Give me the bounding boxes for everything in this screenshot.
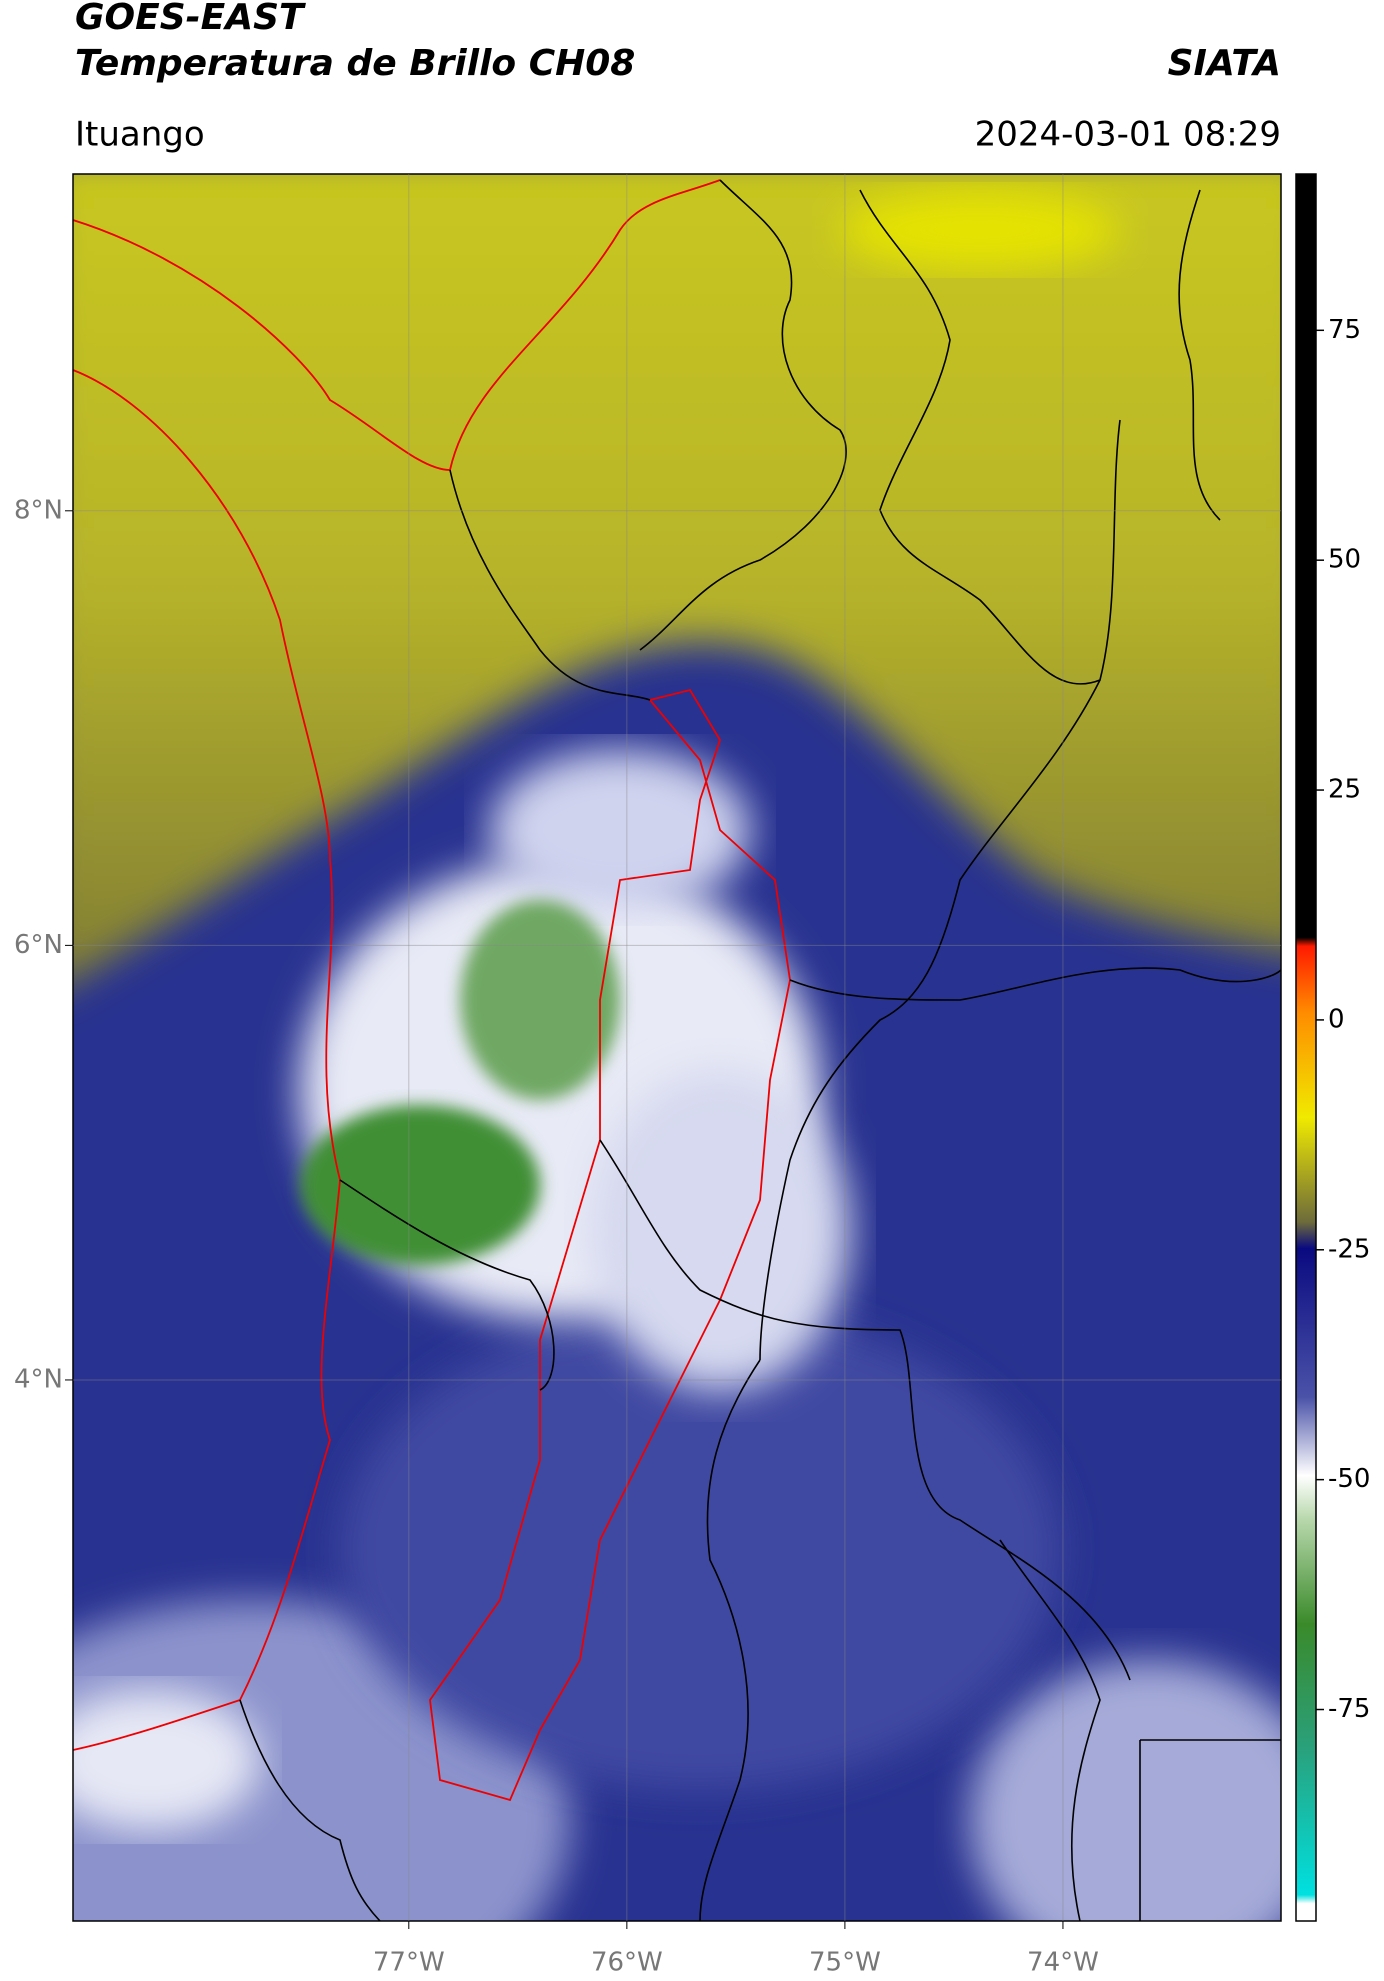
colorbar-tick-label: 0 [1328, 1004, 1345, 1034]
colorbar-tick-label: -50 [1328, 1464, 1370, 1494]
x-tick-label: 75°W [809, 1948, 881, 1978]
colorbar-tick-label: 50 [1328, 545, 1361, 575]
source: SIATA [1168, 43, 1281, 84]
y-tick-label: 6°N [14, 930, 63, 960]
subtitle: Temperatura de Brillo CH08 [75, 43, 635, 84]
datetime: 2024-03-01 08:29 [975, 115, 1281, 155]
colorbar [1295, 173, 1317, 1922]
colorbar-tick-label: 25 [1328, 775, 1361, 805]
y-tick-label: 4°N [14, 1364, 63, 1394]
map-frame [72, 173, 1282, 1922]
title: GOES-EAST [75, 0, 306, 38]
x-tick-label: 76°W [591, 1948, 663, 1978]
x-tick-label: 77°W [373, 1948, 445, 1978]
colorbar-tick-label: 75 [1328, 315, 1361, 345]
satellite-image [73, 174, 1281, 1921]
y-tick-label: 8°N [14, 495, 63, 525]
location: Ituango [75, 115, 205, 155]
colorbar-tick-label: -75 [1328, 1694, 1370, 1724]
x-tick-label: 74°W [1027, 1948, 1099, 1978]
colorbar-tick-label: -25 [1328, 1234, 1370, 1264]
